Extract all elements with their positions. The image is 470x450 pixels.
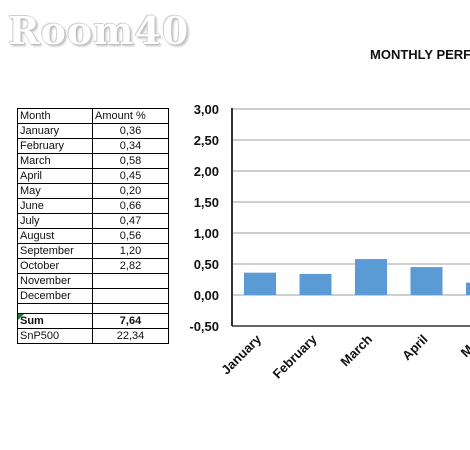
y-tick-label: 0,00 [194, 288, 219, 303]
x-tick-label: March [337, 331, 375, 369]
table-row: July 0,47 [17, 213, 169, 229]
y-tick-label: 1,00 [194, 226, 219, 241]
bar [244, 272, 276, 295]
table-row: September 1,20 [17, 243, 169, 259]
room40-logo: Room40 [8, 8, 190, 53]
bar [466, 282, 470, 295]
amount-cell: 0,58 [92, 153, 169, 169]
month-cell: July [17, 213, 93, 229]
sum-row: Sum 7,64 [17, 313, 169, 329]
amount-cell: 0,20 [92, 183, 169, 199]
bar [355, 259, 387, 295]
benchmark-value: 22,34 [92, 328, 169, 344]
x-tick-label: May [458, 331, 470, 360]
x-tick-label: February [270, 331, 320, 381]
bar [299, 273, 332, 295]
x-tick-label: April [399, 332, 431, 364]
amount-cell: 1,20 [92, 243, 169, 259]
y-tick-label: -0,50 [189, 319, 219, 334]
y-tick-label: 2,50 [194, 133, 219, 148]
month-cell: September [17, 243, 93, 259]
bar [410, 267, 443, 295]
sum-label: Sum [17, 313, 93, 329]
monthly-data-table: Month Amount % January 0,36 February 0,34 Ma… [17, 108, 169, 344]
amount-cell: 0,47 [92, 213, 169, 229]
month-cell: October [17, 258, 93, 274]
table-row: October 2,82 [17, 258, 169, 274]
chart-title: MONTHLY PERFO [370, 47, 470, 62]
benchmark-row: SnP500 22,34 [17, 328, 169, 344]
y-tick-label: 3,00 [194, 102, 219, 117]
month-cell: August [17, 228, 93, 244]
y-tick-label: 1,50 [194, 195, 219, 210]
benchmark-label: SnP500 [17, 328, 93, 344]
amount-cell: 0,36 [92, 123, 169, 139]
y-tick-label: 0,50 [194, 257, 219, 272]
table-row: January 0,36 [17, 123, 169, 139]
table-row: August 0,56 [17, 228, 169, 244]
x-tick-label: January [218, 331, 264, 377]
y-tick-label: 2,00 [194, 164, 219, 179]
